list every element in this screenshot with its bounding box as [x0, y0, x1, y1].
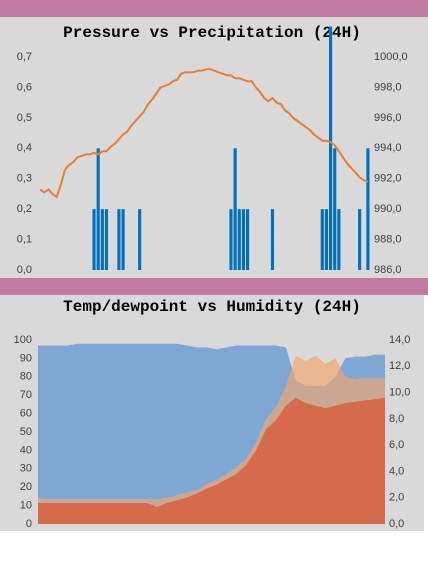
y-tick-label: 50: [20, 426, 32, 438]
bar: [245, 209, 250, 270]
y-tick-label: 0,1: [17, 233, 32, 245]
y2-tick-label: 2,0: [389, 492, 404, 504]
y2-tick-label: 0,0: [389, 518, 404, 530]
bar: [96, 148, 100, 270]
bar: [237, 209, 241, 270]
y2-tick-label: 992,0: [374, 173, 402, 185]
y-tick-label: 30: [20, 463, 32, 475]
bar: [328, 26, 333, 271]
bar: [104, 209, 109, 270]
y2-tick-label: 986,0: [374, 264, 402, 276]
y2-tick-label: 988,0: [374, 233, 402, 245]
bar: [358, 209, 362, 270]
bar: [121, 209, 125, 270]
y-tick-label: 0,2: [17, 203, 32, 215]
y2-tick-label: 994,0: [374, 142, 402, 154]
y-tick-label: 70: [20, 389, 32, 401]
y2-tick-label: 8,0: [389, 413, 404, 425]
y2-tick-label: 10,0: [389, 386, 410, 398]
separator-band: [0, 278, 428, 295]
y-tick-label: 80: [20, 371, 32, 383]
y-tick-label: 0,3: [17, 173, 32, 185]
y-tick-label: 0,5: [17, 112, 32, 124]
y2-tick-label: 6,0: [389, 439, 404, 451]
bar: [117, 209, 121, 270]
bar: [241, 209, 246, 270]
area: [38, 397, 385, 524]
y-tick-label: 40: [20, 444, 32, 456]
chart-title: Pressure vs Precipitation (24H): [63, 24, 361, 42]
y2-tick-label: 1000,0: [374, 51, 408, 63]
pressure-line: [39, 68, 369, 199]
y-tick-label: 0,7: [17, 51, 32, 63]
y2-tick-label: 12,0: [389, 360, 410, 372]
bar: [324, 209, 329, 270]
bar: [233, 148, 237, 270]
y2-tick-label: 998,0: [374, 81, 402, 93]
y-tick-label: 0,6: [17, 81, 32, 93]
y-tick-label: 0,0: [17, 264, 32, 276]
header-band: [0, 0, 428, 17]
y2-tick-label: 996,0: [374, 112, 402, 124]
bar: [100, 209, 104, 270]
bar: [270, 209, 275, 270]
y-tick-label: 0,4: [17, 142, 32, 154]
bar: [337, 209, 341, 270]
y-tick-label: 20: [20, 481, 32, 493]
y2-tick-label: 990,0: [374, 203, 402, 215]
bar: [366, 148, 370, 270]
bar: [320, 209, 324, 270]
y-tick-label: 60: [20, 408, 32, 420]
y-tick-label: 0: [26, 518, 32, 530]
bar: [138, 209, 142, 270]
bar: [92, 209, 96, 270]
y-tick-label: 90: [20, 352, 32, 364]
bar: [229, 209, 233, 270]
y-tick-label: 10: [20, 500, 32, 512]
bar: [333, 148, 337, 270]
y2-tick-label: 14,0: [389, 334, 410, 346]
y-tick-label: 100: [14, 334, 32, 346]
chart-title: Temp/dewpoint vs Humidity (24H): [63, 298, 361, 316]
chart-panel: [0, 17, 428, 278]
y2-tick-label: 4,0: [389, 465, 404, 477]
